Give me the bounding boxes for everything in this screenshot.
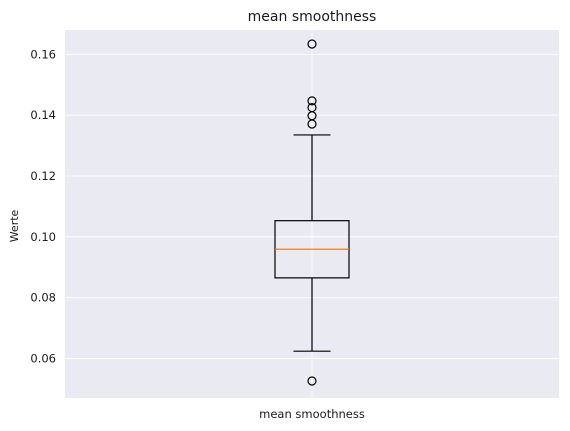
outlier-point [307,96,317,106]
y-tick-label: 0.10 [30,230,56,244]
y-tick-label: 0.14 [30,108,56,122]
y-axis: 0.06 0.08 0.10 0.12 0.14 0.16 [30,47,56,365]
outlier-point [307,39,317,49]
y-axis-label: Werte [8,209,21,242]
y-tick-label: 0.08 [30,291,56,305]
y-tick-label: 0.06 [30,351,56,365]
outlier-point [307,376,317,386]
chart-title: mean smoothness [248,9,377,25]
boxplot [274,39,350,386]
outlier-point [307,102,317,113]
y-tick-label: 0.16 [30,47,56,61]
y-tick-label: 0.12 [30,169,56,183]
x-tick-label: mean smoothness [259,407,365,421]
